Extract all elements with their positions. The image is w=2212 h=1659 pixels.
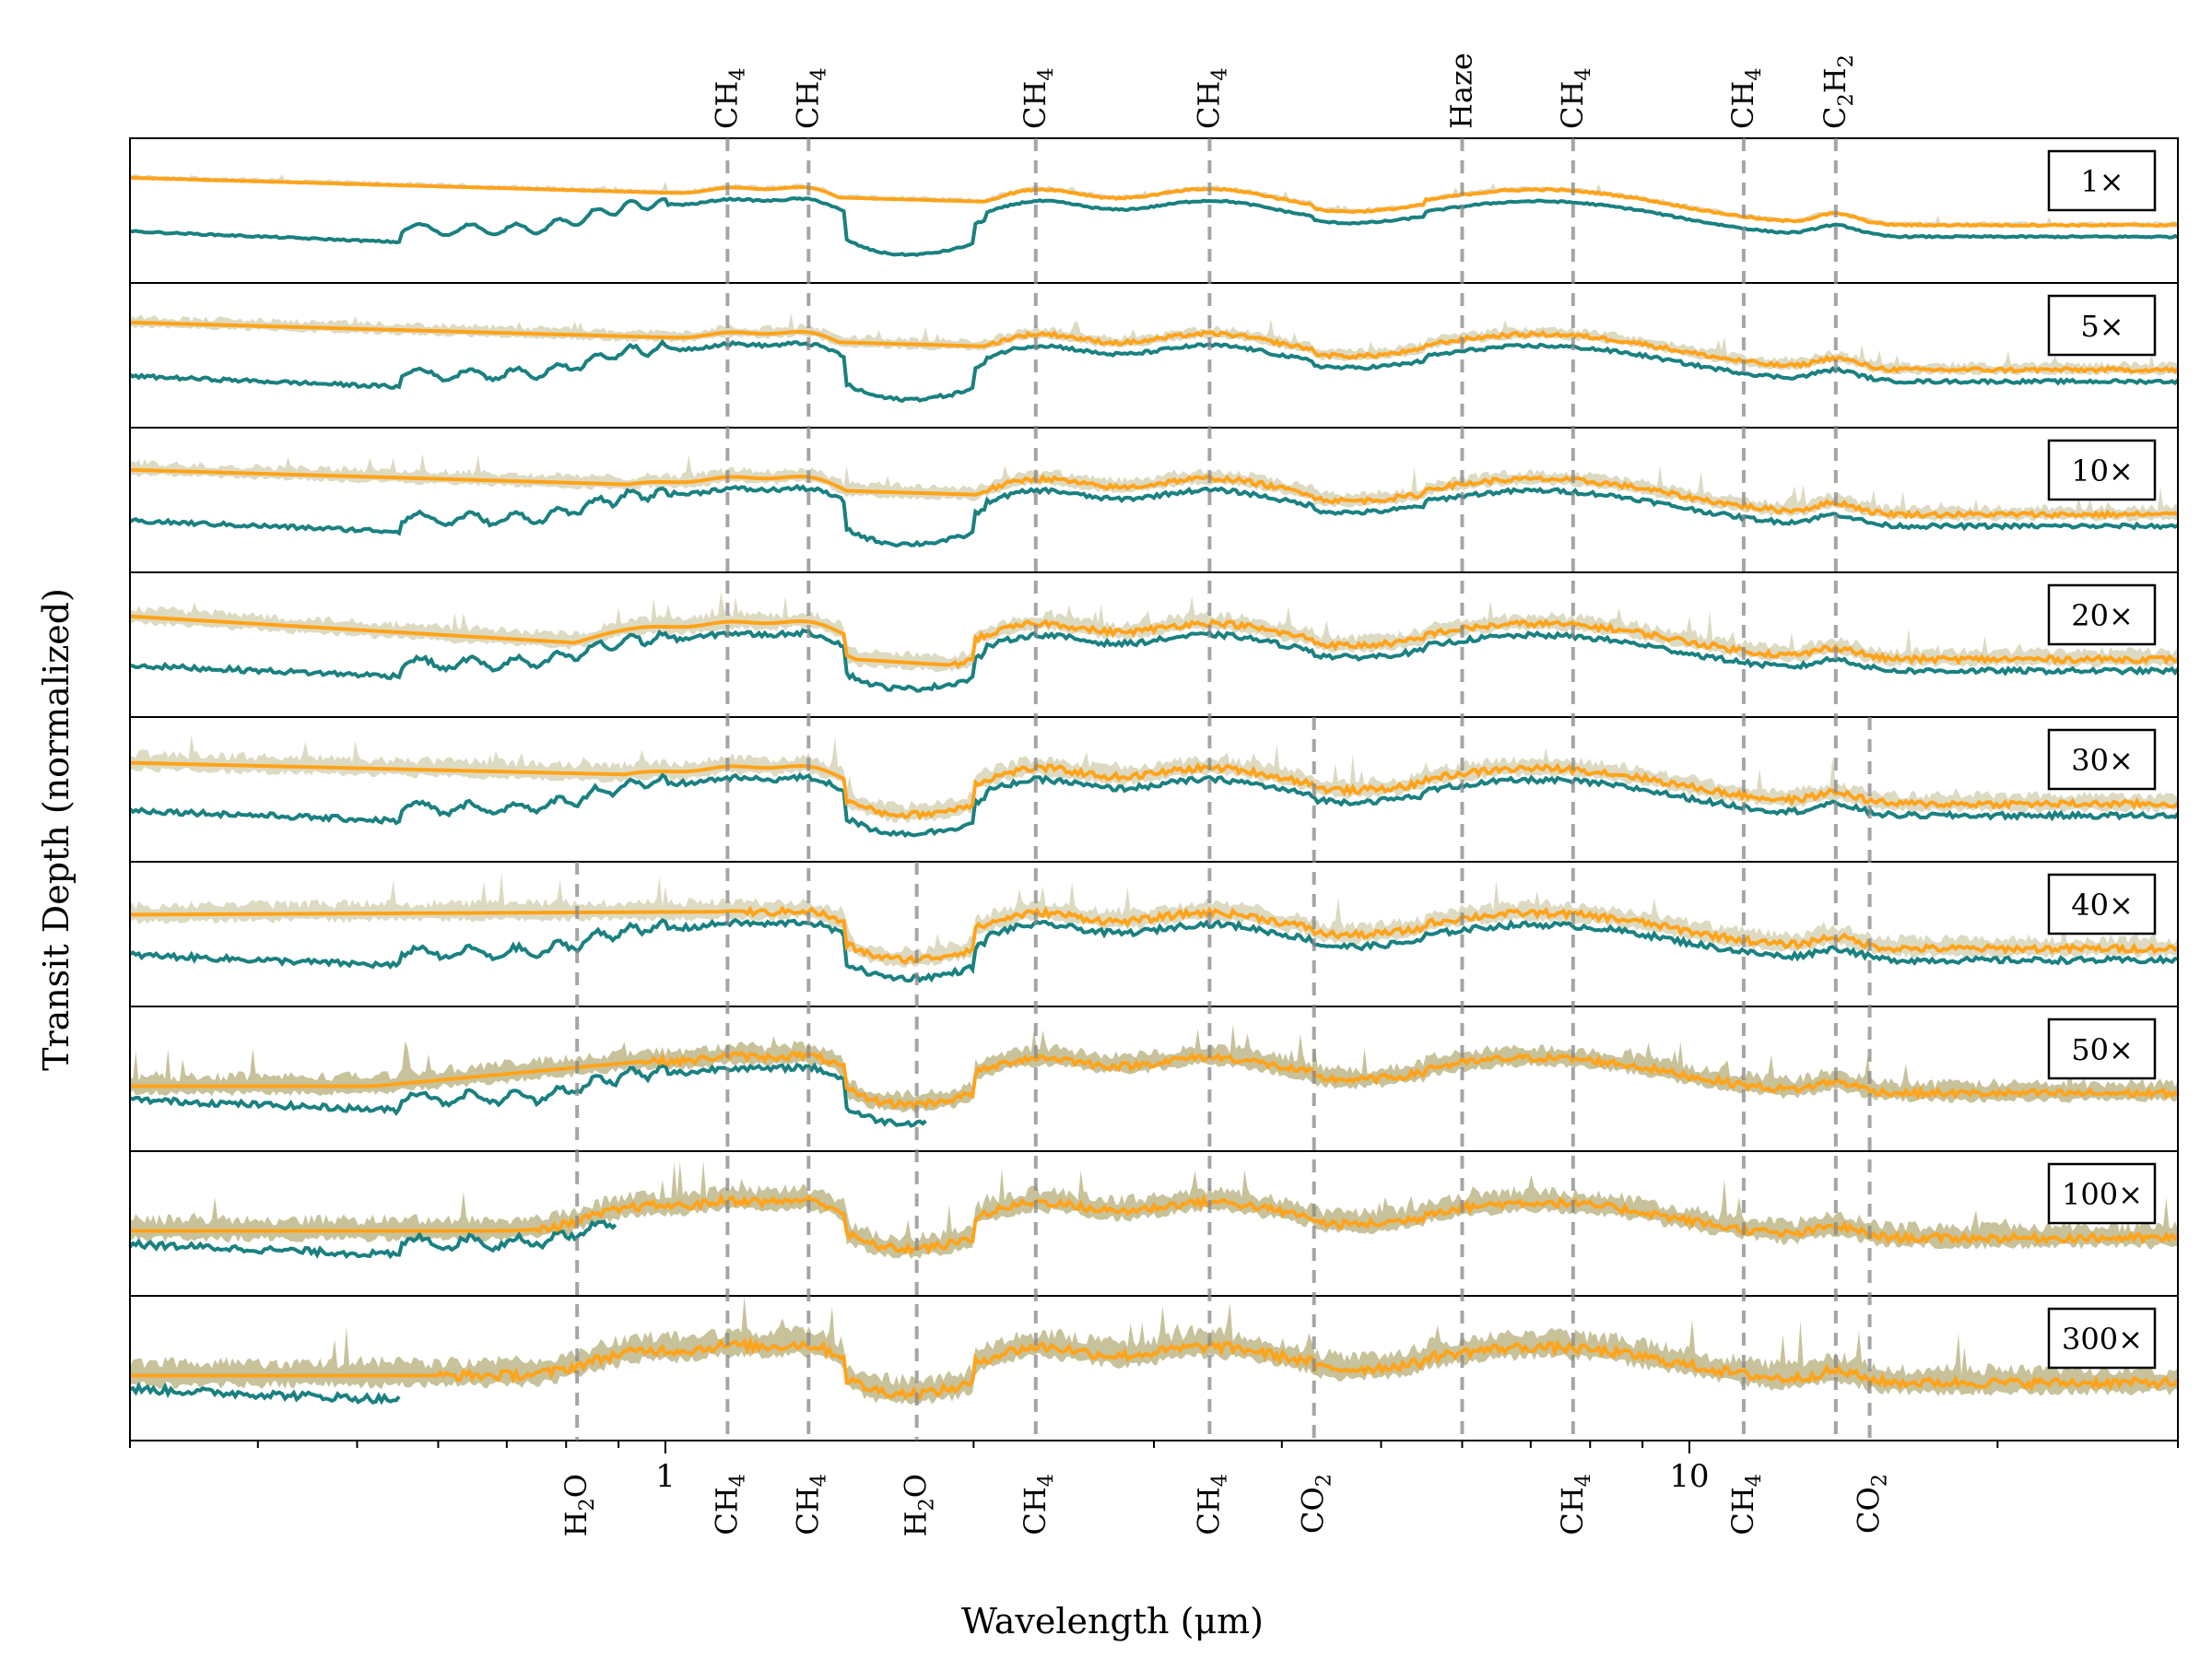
x-tick-label: 10 xyxy=(1669,1458,1709,1495)
panel-label-text: 10× xyxy=(2071,453,2134,488)
noise-band xyxy=(130,453,2178,522)
panel-label: 1× xyxy=(2047,149,2157,212)
panel-label-box xyxy=(2047,873,2157,935)
top-feature-labels: CH4​ CH4​ CH4​ CH4​ Haze CH4​ CH4​ C2​H2​ xyxy=(709,53,1857,129)
top-feature-label: CH4​ xyxy=(1018,67,1058,129)
panel-label-box xyxy=(2047,1018,2157,1080)
panel-label: 50× xyxy=(2047,1018,2157,1080)
top-feature-label: CH4​ xyxy=(1555,67,1595,129)
panel-label-box xyxy=(2047,294,2157,357)
base-spectrum-line xyxy=(129,1062,927,1128)
x-axis: 1 10 xyxy=(129,1441,2179,1495)
panel-label: 40× xyxy=(2047,873,2157,935)
top-feature-label: CH4​ xyxy=(1725,67,1766,129)
noise-band xyxy=(130,1296,2178,1405)
panel-label: 300× xyxy=(2047,1307,2157,1370)
bottom-feature-labels: H2​O CH4​ CH4​ H2​O CH4​ CH4​ CO2​ CH4​ CH4​ CO2​ xyxy=(559,1474,1891,1536)
bottom-feature-label: CH4​ xyxy=(790,1474,830,1535)
bottom-feature-label: CO2​ xyxy=(1296,1474,1336,1534)
base-spectrum-line xyxy=(129,1382,401,1406)
panel-label-box xyxy=(2047,439,2157,501)
panel-10x: 10× xyxy=(129,427,2180,573)
panel-label-box xyxy=(2047,728,2157,791)
bottom-feature-label: CH4​ xyxy=(1555,1474,1595,1535)
panel-label-text: 1× xyxy=(2080,164,2124,199)
panel-frame xyxy=(129,571,2179,718)
panel-1x: 1× xyxy=(129,137,2179,284)
top-feature-label: CH4​ xyxy=(790,67,830,129)
panel-label: 100× xyxy=(2047,1162,2157,1225)
panel-label-text: 30× xyxy=(2071,743,2134,778)
bottom-feature-label: CH4​ xyxy=(1018,1474,1058,1535)
top-feature-label: CH4​ xyxy=(1191,67,1231,129)
panel-frame xyxy=(129,137,2179,284)
hazy-spectrum-line xyxy=(130,1335,2180,1400)
noise-band xyxy=(130,174,2178,229)
panel-frame xyxy=(129,282,2179,429)
panel-label-text: 40× xyxy=(2071,888,2134,923)
hazy-spectrum-line xyxy=(129,760,2180,821)
feature-lines-layer xyxy=(575,138,1872,1441)
bottom-feature-label: H2​O xyxy=(559,1474,599,1536)
panel-5x: 5× xyxy=(128,282,2180,429)
panel-label-box xyxy=(2047,1307,2157,1370)
x-tick-label: 1 xyxy=(655,1458,676,1495)
top-feature-label: C2​H2​ xyxy=(1818,54,1858,129)
noise-band xyxy=(130,735,2178,824)
panel-300x: 300× xyxy=(129,1295,2180,1441)
base-spectrum-line xyxy=(129,917,2179,983)
bottom-feature-label: CH4​ xyxy=(709,1474,749,1535)
bottom-feature-label: CH4​ xyxy=(1191,1474,1231,1535)
top-feature-label: Haze xyxy=(1443,53,1478,129)
x-axis-label: Wavelength (μm) xyxy=(961,1601,1264,1641)
panel-label-text: 300× xyxy=(2062,1322,2143,1357)
panel-label-text: 20× xyxy=(2071,598,2134,633)
panel-label: 5× xyxy=(2047,294,2157,357)
bottom-feature-label: CO2​ xyxy=(1852,1474,1892,1534)
top-feature-label: CH4​ xyxy=(709,67,749,129)
noise-band xyxy=(130,1024,2178,1114)
hazy-spectrum-line xyxy=(129,320,2180,374)
base-spectrum-line xyxy=(129,196,2179,258)
panel-50x: 50× xyxy=(129,1006,2180,1152)
panel-label: 20× xyxy=(2047,583,2157,646)
panel-label-text: 5× xyxy=(2080,309,2124,344)
panel-label: 10× xyxy=(2047,439,2157,501)
panel-label-text: 50× xyxy=(2071,1032,2134,1067)
bottom-feature-label: CH4​ xyxy=(1725,1474,1766,1535)
base-spectrum-line xyxy=(128,1219,618,1260)
noise-band xyxy=(130,1160,2178,1259)
hazy-spectrum-line xyxy=(130,1050,2180,1111)
y-axis-label: Transit Depth (normalized) xyxy=(36,588,76,1071)
panel-label-box xyxy=(2047,583,2157,646)
panel-label-text: 100× xyxy=(2062,1177,2143,1212)
panel-20x: 20× xyxy=(129,571,2180,718)
panel-label: 30× xyxy=(2047,728,2157,791)
panel-label-box xyxy=(2047,1162,2157,1225)
panel-label-box xyxy=(2047,149,2157,212)
bottom-feature-label: H2​O xyxy=(899,1474,939,1536)
